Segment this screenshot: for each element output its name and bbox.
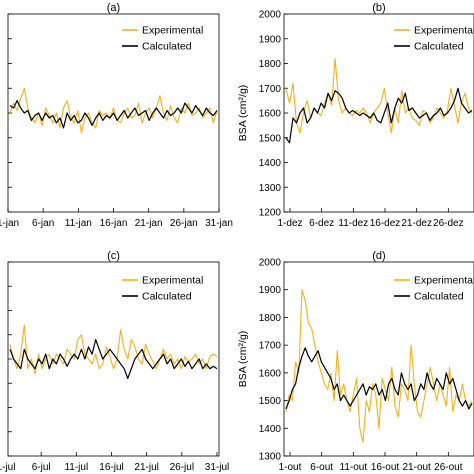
y-tick-label: 1900 bbox=[259, 285, 282, 296]
chart-panel-2: 1200 1300 1400 1500 1600 1700 1800 1900 2000 BSA … bbox=[237, 2, 474, 229]
x-tick-label: 11-out bbox=[340, 462, 368, 473]
chart-panel-1: (a) 1-jan 6-jan 11-jan 16-jan 21-jan 26-jan 31-… bbox=[0, 2, 233, 229]
y-axis-title: BSA (cm²/g) bbox=[237, 331, 249, 388]
series-line-experimental bbox=[9, 324, 218, 375]
y-tick-label: 1600 bbox=[259, 368, 282, 379]
x-tick-label: 1-jan bbox=[0, 218, 19, 229]
y-tick-label: 1500 bbox=[259, 133, 282, 144]
chart-panel-4: 1300 1400 1500 1600 1700 1800 1900 2000 BSA (cm²… bbox=[237, 250, 474, 473]
x-tick-label: 6-jul bbox=[32, 462, 51, 473]
x-tick-label: 11-jul bbox=[64, 462, 88, 473]
x-tick-label: 21-jul bbox=[134, 462, 158, 473]
x-tick-label: 6-jan bbox=[32, 218, 54, 229]
panel-label: (d) bbox=[372, 250, 385, 262]
y-tick-label: 1700 bbox=[259, 84, 282, 95]
series-line-experimental bbox=[9, 87, 218, 134]
x-tick-label: 16-out bbox=[371, 462, 400, 473]
x-tick-label: 26-out bbox=[434, 462, 463, 473]
y-tick-label: 2000 bbox=[259, 258, 282, 269]
x-tick-label: 21-jan bbox=[135, 218, 163, 229]
y-tick-label: 1300 bbox=[259, 452, 282, 463]
x-tick-label: 16-dez bbox=[370, 218, 401, 229]
series-line-calculated bbox=[285, 347, 473, 410]
x-tick-label: 1-out bbox=[279, 462, 302, 473]
y-tick-label: 1800 bbox=[259, 59, 282, 70]
y-tick-label: 1900 bbox=[259, 34, 282, 45]
x-tick-label: 1-jul bbox=[0, 462, 15, 473]
panel-label: (c) bbox=[107, 250, 120, 262]
y-tick-label: 1400 bbox=[259, 424, 282, 435]
legend-label: Calculated bbox=[142, 41, 192, 53]
series-line-experimental bbox=[285, 289, 473, 443]
x-tick-label: 26-jan bbox=[170, 218, 198, 229]
legend-label: Experimental bbox=[414, 275, 474, 287]
x-tick-label: 21-out bbox=[402, 462, 431, 473]
x-tick-label: 31-jul bbox=[205, 462, 229, 473]
chart-panel-3: (c) 1-jul 6-jul 11-jul 16-jul 21-jul 26-jul 31-… bbox=[0, 250, 229, 473]
plot-frame bbox=[283, 261, 474, 457]
legend-label: Calculated bbox=[414, 291, 464, 303]
x-tick-label: 16-jan bbox=[100, 218, 128, 229]
x-tick-label: 11-dez bbox=[338, 218, 368, 229]
y-tick-label: 1600 bbox=[259, 109, 282, 120]
x-tick-label: 31-jan bbox=[205, 218, 233, 229]
x-tick-label: 6-dez bbox=[309, 218, 334, 229]
y-tick-label: 1700 bbox=[259, 341, 282, 352]
y-tick-label: 1500 bbox=[259, 396, 282, 407]
x-tick-label: 6-out bbox=[310, 462, 333, 473]
x-tick-label: 16-jul bbox=[99, 462, 123, 473]
legend-label: Experimental bbox=[142, 25, 203, 37]
x-tick-label: 1-dez bbox=[277, 218, 302, 229]
panel-label: (a) bbox=[107, 2, 120, 14]
legend-label: Experimental bbox=[414, 25, 474, 37]
y-tick-label: 2000 bbox=[259, 10, 282, 21]
series-line-calculated bbox=[9, 339, 218, 379]
x-tick-label: 21-dez bbox=[401, 218, 432, 229]
legend-label: Calculated bbox=[142, 291, 192, 303]
y-tick-label: 1300 bbox=[259, 183, 282, 194]
legend-label: Calculated bbox=[414, 41, 464, 53]
series-line-calculated bbox=[9, 99, 218, 129]
x-tick-label: 26-dez bbox=[433, 218, 464, 229]
x-tick-label: 26-jul bbox=[170, 462, 194, 473]
legend-label: Experimental bbox=[142, 275, 203, 287]
y-tick-label: 1400 bbox=[259, 158, 282, 169]
y-tick-label: 1200 bbox=[259, 208, 282, 219]
y-axis-title: BSA (cm²/g) bbox=[237, 85, 249, 142]
panel-label: (b) bbox=[372, 2, 385, 14]
x-tick-label: 11-jan bbox=[65, 218, 92, 229]
y-tick-label: 1800 bbox=[259, 313, 282, 324]
series-line-calculated bbox=[285, 87, 473, 144]
